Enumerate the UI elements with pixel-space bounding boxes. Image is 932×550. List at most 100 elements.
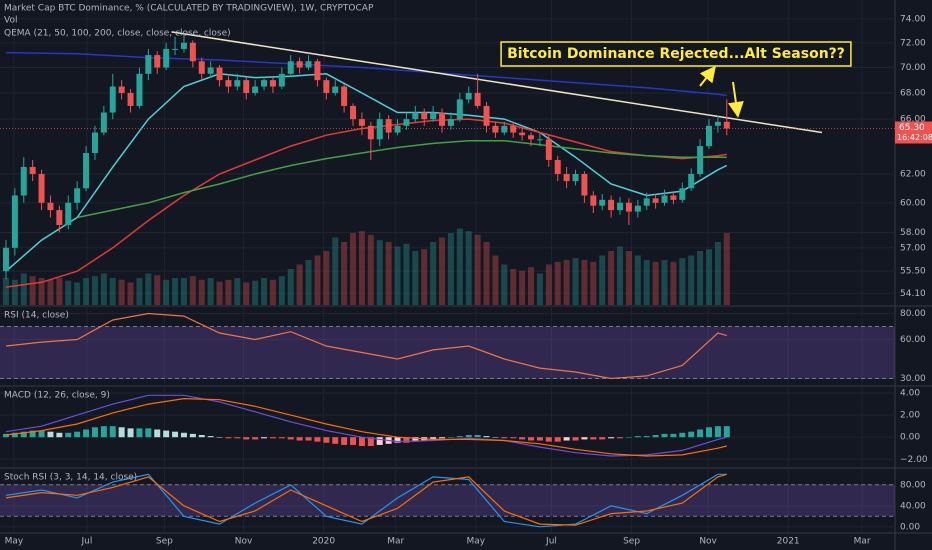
candle-body: [625, 202, 632, 212]
volume-bar: [714, 242, 721, 305]
histogram-bar: [599, 437, 606, 440]
volume-bar: [385, 242, 392, 305]
candle-body: [617, 202, 624, 211]
candle-body: [563, 173, 570, 182]
volume-bar: [323, 251, 330, 305]
volume-bar: [430, 242, 437, 305]
candle-body: [11, 195, 18, 248]
volume-bar: [670, 261, 677, 305]
y-tick-label: 66.00: [900, 115, 926, 125]
y-tick-label: 60.00: [900, 335, 926, 345]
candle-body: [225, 80, 232, 87]
histogram-bar: [216, 437, 223, 438]
histogram-bar: [358, 437, 365, 447]
y-tick-label: 72.00: [900, 38, 926, 48]
volume-bar: [456, 228, 463, 305]
histogram-bar: [412, 437, 419, 442]
candle-body: [492, 125, 499, 133]
histogram-bar: [136, 428, 143, 438]
volume-bar: [207, 278, 214, 305]
histogram-bar: [403, 437, 410, 443]
histogram-bar: [234, 437, 241, 439]
volume-bar: [189, 276, 196, 305]
volume-bar: [341, 242, 348, 305]
y-tick-label: 54.10: [900, 289, 926, 299]
candle-body: [145, 55, 152, 74]
volume-bar: [305, 260, 312, 305]
volume-bar: [554, 261, 561, 305]
volume-bar: [47, 279, 54, 305]
volume-bar: [225, 279, 232, 305]
volume-bar: [180, 278, 187, 305]
candle-body: [456, 99, 463, 120]
candle-body: [465, 92, 472, 100]
candle-body: [376, 119, 383, 140]
volume-bar: [421, 249, 428, 305]
candle-body: [421, 112, 428, 120]
volume-bar: [536, 273, 543, 305]
histogram-bar: [474, 435, 481, 438]
candle-body: [581, 173, 588, 196]
volume-bar: [590, 261, 597, 305]
volume-bar: [367, 234, 374, 305]
volume-bar: [20, 273, 27, 305]
y-tick-label: 57.00: [900, 243, 926, 253]
histogram-bar: [350, 437, 357, 445]
histogram-bar: [225, 437, 232, 439]
histogram-bar: [483, 436, 490, 438]
histogram-bar: [581, 437, 588, 440]
histogram-bar: [661, 433, 668, 438]
volume-bar: [118, 279, 125, 305]
candle-body: [216, 67, 223, 81]
last-price-box: [895, 121, 932, 144]
histogram-bar: [296, 437, 303, 441]
volume-bar: [643, 260, 650, 305]
histogram-bar: [714, 426, 721, 438]
candle-body: [29, 166, 36, 174]
histogram-bar: [163, 430, 170, 438]
histogram-bar: [287, 437, 294, 440]
candle-body: [385, 119, 392, 133]
candle-body: [127, 92, 134, 106]
candle-body: [608, 199, 615, 211]
candle-body: [305, 61, 312, 68]
indicator-line: [5, 397, 727, 457]
x-tick-label: Mar: [387, 537, 404, 547]
histogram-bar: [65, 432, 72, 438]
volume-bar: [474, 234, 481, 305]
volume-bar: [447, 233, 454, 305]
volume-bar: [483, 242, 490, 305]
candle-body: [536, 139, 543, 141]
volume-bar: [163, 279, 170, 305]
candle-body: [207, 67, 214, 74]
volume-bar: [608, 251, 615, 305]
volume-bar: [439, 237, 446, 305]
volume-bar: [296, 264, 303, 305]
histogram-bar: [367, 437, 374, 447]
histogram-bar: [305, 437, 312, 441]
volume-bar: [376, 240, 383, 305]
histogram-bar: [56, 432, 63, 438]
candle-body: [65, 202, 72, 225]
volume-bar: [625, 251, 632, 305]
stoch-title: Stoch RSI (3, 3, 14, 14, close): [4, 473, 137, 483]
moving-average: [5, 51, 727, 97]
volume-bar: [697, 251, 704, 305]
histogram-bar: [269, 437, 276, 439]
histogram-bar: [590, 437, 597, 440]
candle-body: [483, 105, 490, 126]
histogram-bar: [314, 437, 321, 442]
volume-bar: [465, 231, 472, 305]
candle-body: [510, 125, 517, 133]
y-tick-label: 80.00: [900, 309, 926, 319]
volume-bar: [216, 281, 223, 305]
volume-bar: [269, 279, 276, 305]
volume-bar: [617, 246, 624, 305]
moving-average: [77, 139, 727, 219]
candle-body: [83, 153, 90, 189]
y-tick-label: 80.00: [900, 480, 926, 490]
histogram-bar: [2, 433, 9, 438]
histogram-bar: [545, 437, 552, 442]
candle-body: [296, 61, 303, 68]
